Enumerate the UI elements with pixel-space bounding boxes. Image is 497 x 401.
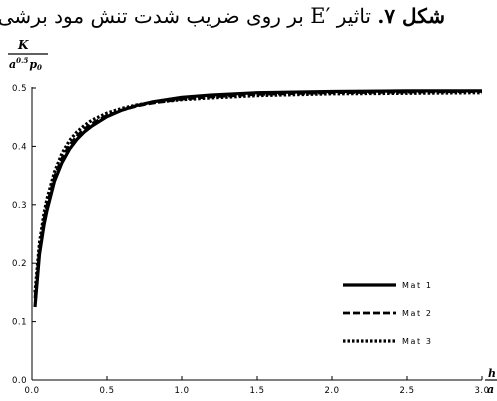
x-axis-label: h a	[485, 367, 497, 396]
x-tick-label: 2.0	[324, 386, 339, 396]
legend-label-2: Mat 2	[402, 309, 433, 318]
legend-label-1: Mat 1	[402, 281, 433, 290]
x-tick-label: 1.5	[249, 386, 264, 396]
series-line-2	[33, 90, 483, 299]
y-tick-label: 0.0	[12, 376, 27, 386]
y-label-den-a: a	[9, 58, 16, 71]
y-ticks: 0.0 0.1 0.2 0.3 0.4 0.5	[12, 84, 36, 386]
caption-symbol: E′	[310, 4, 331, 28]
y-tick-label: 0.4	[12, 142, 27, 152]
caption-text: شکل ۷. تاثیر E′ بر روی ضریب شدت تنش مود …	[0, 4, 445, 28]
y-label-den-p: p	[29, 58, 37, 71]
y-label-den-p-sub: 0	[37, 63, 42, 72]
series-line-1	[33, 89, 482, 308]
series-line-3	[33, 91, 483, 293]
x-label-denominator: a	[487, 383, 494, 396]
figure-caption: شکل ۷. تاثیر E′ بر روی ضریب شدت تنش مود …	[0, 0, 497, 36]
x-tick-label: 1.0	[174, 386, 189, 396]
caption-text-after: بر روی ضریب شدت تنش مود برشی	[0, 4, 304, 28]
x-ticks: 0.0 0.5 1.0 1.5 2.0 2.5 3.0	[24, 376, 489, 396]
y-tick-label: 0.2	[12, 259, 27, 269]
x-tick-label: 3.0	[474, 386, 489, 396]
x-label-numerator: h	[488, 367, 496, 380]
x-tick-label: 0.0	[24, 386, 39, 396]
caption-prefix: شکل ۷.	[377, 4, 445, 28]
y-axis-label: K a0.5p0	[8, 38, 48, 72]
y-tick-label: 0.3	[12, 201, 27, 211]
legend: Mat 1 Mat 2 Mat 3	[343, 281, 433, 346]
y-label-den-exp: 0.5	[16, 56, 28, 65]
caption-text-before: تاثیر	[336, 4, 371, 28]
y-label-denominator: a0.5p0	[9, 56, 42, 72]
x-tick-label: 2.5	[399, 386, 414, 396]
y-tick-label: 0.5	[12, 84, 27, 94]
x-tick-label: 0.5	[99, 386, 114, 396]
series-lines	[33, 89, 483, 308]
legend-label-3: Mat 3	[402, 337, 433, 346]
y-label-numerator: K	[17, 38, 29, 52]
y-tick-label: 0.1	[12, 318, 27, 328]
